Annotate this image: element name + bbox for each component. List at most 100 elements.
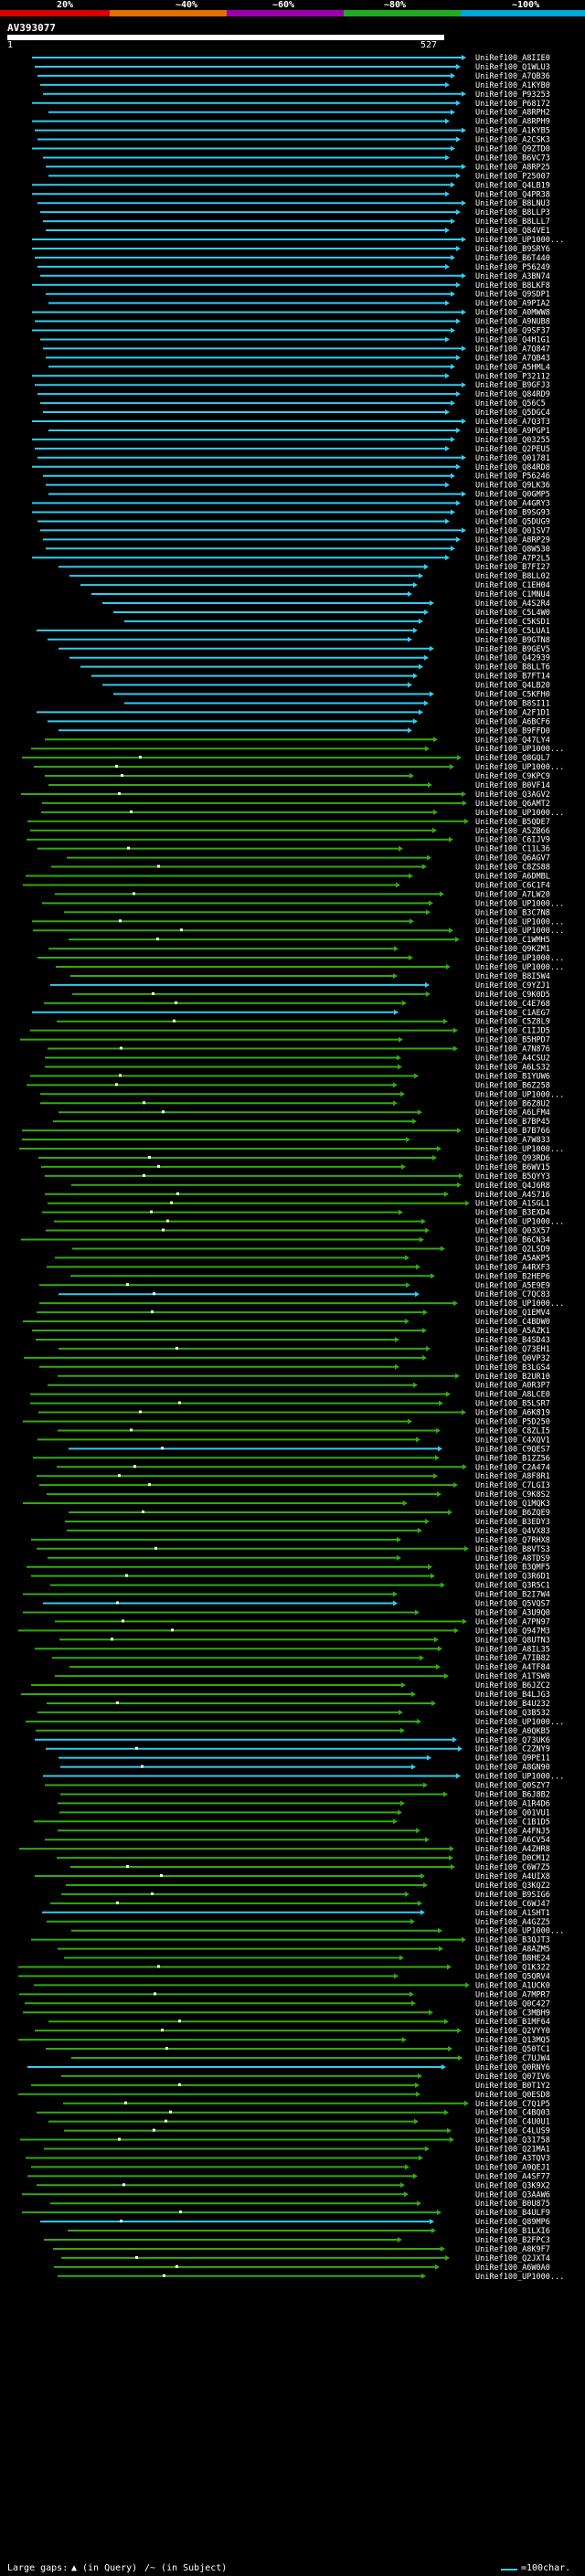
hit-row[interactable]: UniRef100_A9PIA2 xyxy=(48,300,550,309)
hit-row[interactable]: UniRef100_A4UIX8 xyxy=(35,1872,550,1882)
hit-label[interactable]: UniRef100_A1KYB5 xyxy=(475,127,550,136)
hit-row[interactable]: UniRef100_B9GFJ3 xyxy=(35,381,550,390)
hit-label[interactable]: UniRef100_C1WMH5 xyxy=(475,936,550,945)
hit-row[interactable]: UniRef100_Q89MP6 xyxy=(40,2218,550,2227)
hit-row[interactable]: UniRef100_B7FT14 xyxy=(91,673,550,682)
hit-label[interactable]: UniRef100_B5QYY3 xyxy=(475,1172,550,1182)
hit-row[interactable]: UniRef100_Q84RD9 xyxy=(37,390,550,399)
hit-row[interactable]: UniRef100_B8LL02 xyxy=(69,572,550,581)
hit-row[interactable]: UniRef100_B4SD43 xyxy=(36,1336,550,1345)
hit-label[interactable]: UniRef100_B5LSR7 xyxy=(475,1400,550,1409)
hit-row[interactable]: UniRef100_Q84VE1 xyxy=(46,227,550,236)
hit-label[interactable]: UniRef100_A7Q3T3 xyxy=(475,418,550,427)
hit-row[interactable]: UniRef100_B3EDY3 xyxy=(65,1518,550,1527)
hit-label[interactable]: UniRef100_A8RPH9 xyxy=(475,118,550,127)
hit-label[interactable]: UniRef100_A3U9Q0 xyxy=(475,1608,550,1617)
hit-label[interactable]: UniRef100_Q0ESD8 xyxy=(475,2091,550,2100)
hit-label[interactable]: UniRef100_C4U0U1 xyxy=(475,2118,550,2127)
hit-row[interactable]: UniRef100_C5Z8L9 xyxy=(57,1018,550,1027)
hit-row[interactable]: UniRef100_Q3B532 xyxy=(37,1709,550,1718)
hit-label[interactable]: UniRef100_Q5DUG9 xyxy=(475,517,550,526)
hit-label[interactable]: UniRef100_C6C1F4 xyxy=(475,881,550,890)
hit-row[interactable]: UniRef100_Q9LK36 xyxy=(46,482,550,491)
hit-label[interactable]: UniRef100_Q9PE11 xyxy=(475,1754,550,1764)
hit-row[interactable]: UniRef100_A1TSW0 xyxy=(55,1672,550,1681)
hit-label[interactable]: UniRef100_UP1000... xyxy=(475,954,564,963)
hit-label[interactable]: UniRef100_A6LS32 xyxy=(475,1063,550,1072)
hit-label[interactable]: UniRef100_C9K0D5 xyxy=(475,991,550,1000)
hit-label[interactable]: UniRef100_C4E768 xyxy=(475,1000,550,1009)
hit-row[interactable]: UniRef100_C1EH04 xyxy=(80,581,550,590)
hit-row[interactable]: UniRef100_B1YUW6 xyxy=(30,1072,550,1081)
hit-row[interactable]: UniRef100_A1SGL1 xyxy=(48,1200,550,1209)
hit-row[interactable]: UniRef100_B7FI27 xyxy=(58,563,550,572)
hit-row[interactable]: UniRef100_B6Z8U2 xyxy=(40,1099,550,1108)
hit-label[interactable]: UniRef100_Q89MP6 xyxy=(475,2218,550,2227)
hit-label[interactable]: UniRef100_B6Z8U2 xyxy=(475,1099,550,1108)
hit-label[interactable]: UniRef100_Q9ZTD0 xyxy=(475,145,550,154)
hit-label[interactable]: UniRef100_B4LJG3 xyxy=(475,1691,550,1700)
hit-row[interactable]: UniRef100_Q9KZM1 xyxy=(48,945,550,954)
hit-label[interactable]: UniRef100_C1EH04 xyxy=(475,581,550,590)
hit-label[interactable]: UniRef100_Q4LB20 xyxy=(475,682,550,691)
hit-row[interactable]: UniRef100_Q01781 xyxy=(37,454,550,463)
hit-label[interactable]: UniRef100_B6ZQE9 xyxy=(475,1509,550,1518)
hit-label[interactable]: UniRef100_Q3AGV2 xyxy=(475,790,550,800)
hit-row[interactable]: UniRef100_A8RP25 xyxy=(46,163,550,172)
hit-row[interactable]: UniRef100_C1WMH5 xyxy=(69,936,550,945)
hit-label[interactable]: UniRef100_UP1000... xyxy=(475,1927,564,1936)
hit-label[interactable]: UniRef100_B7BP45 xyxy=(475,1118,550,1127)
hit-row[interactable]: UniRef100_A4SF77 xyxy=(27,2172,550,2181)
hit-row[interactable]: UniRef100_C5LUA1 xyxy=(37,627,550,636)
hit-row[interactable]: UniRef100_A1UCK0 xyxy=(34,1981,550,1990)
hit-label[interactable]: UniRef100_C9QES7 xyxy=(475,1445,550,1454)
hit-label[interactable]: UniRef100_C4BDW0 xyxy=(475,1318,550,1327)
hit-label[interactable]: UniRef100_UP1000... xyxy=(475,917,564,927)
hit-label[interactable]: UniRef100_Q1WLU3 xyxy=(475,63,550,72)
hit-label[interactable]: UniRef100_B6WV15 xyxy=(475,1163,550,1172)
hit-label[interactable]: UniRef100_UP1000... xyxy=(475,1218,564,1227)
hit-label[interactable]: UniRef100_Q3AAW6 xyxy=(475,2190,550,2200)
hit-label[interactable]: UniRef100_Q947M3 xyxy=(475,1627,550,1636)
hit-row[interactable]: UniRef100_A7W833 xyxy=(22,1136,550,1145)
hit-row[interactable]: UniRef100_C4U0U1 xyxy=(48,2118,550,2127)
hit-row[interactable]: UniRef100_A4CSU2 xyxy=(45,1055,550,1064)
hit-row[interactable]: UniRef100_A7P2L5 xyxy=(32,554,550,563)
hit-label[interactable]: UniRef100_C9K8S2 xyxy=(475,1490,550,1500)
hit-row[interactable]: UniRef100_B6J8B2 xyxy=(60,1790,550,1799)
hit-row[interactable]: UniRef100_A1R4D6 xyxy=(58,1799,550,1808)
hit-label[interactable]: UniRef100_A4RXF3 xyxy=(475,1263,550,1272)
hit-label[interactable]: UniRef100_B8LL02 xyxy=(475,572,550,581)
hit-label[interactable]: UniRef100_B2I7W4 xyxy=(475,1591,550,1600)
hit-row[interactable]: UniRef100_UP1000... xyxy=(40,1090,564,1099)
hit-label[interactable]: UniRef100_B6CN34 xyxy=(475,1236,550,1246)
hit-row[interactable]: UniRef100_B9SRY6 xyxy=(32,245,550,254)
hit-label[interactable]: UniRef100_Q2VYY0 xyxy=(475,2027,550,2036)
hit-label[interactable]: UniRef100_C7Q1P5 xyxy=(475,2100,550,2109)
hit-label[interactable]: UniRef100_A5AZK1 xyxy=(475,1327,550,1336)
hit-row[interactable]: UniRef100_Q21MA1 xyxy=(44,2146,550,2155)
hit-label[interactable]: UniRef100_B6Z258 xyxy=(475,1081,550,1090)
hit-label[interactable]: UniRef100_Q84VE1 xyxy=(475,227,550,236)
hit-row[interactable]: UniRef100_Q0RNY6 xyxy=(27,2063,550,2072)
hit-label[interactable]: UniRef100_A7QB36 xyxy=(475,72,550,81)
hit-row[interactable]: UniRef100_C4LUS9 xyxy=(64,2127,550,2136)
hit-label[interactable]: UniRef100_C4LUS9 xyxy=(475,2127,550,2136)
hit-label[interactable]: UniRef100_UP1000... xyxy=(475,236,564,245)
hit-label[interactable]: UniRef100_B6JZC2 xyxy=(475,1681,550,1691)
hit-label[interactable]: UniRef100_Q56C5 xyxy=(475,399,546,408)
hit-row[interactable]: UniRef100_C9YZJ1 xyxy=(50,981,550,991)
hit-label[interactable]: UniRef100_B1ZZ56 xyxy=(475,1454,550,1463)
hit-row[interactable]: UniRef100_UP1000... xyxy=(34,763,564,772)
hit-row[interactable]: UniRef100_B5QYY3 xyxy=(45,1172,550,1182)
hit-row[interactable]: UniRef100_C4BDW0 xyxy=(23,1318,550,1327)
hit-label[interactable]: UniRef100_Q0SZY7 xyxy=(475,1782,550,1791)
hit-label[interactable]: UniRef100_Q3R5C1 xyxy=(475,1582,550,1591)
hit-row[interactable]: UniRef100_Q1WLU3 xyxy=(35,63,550,72)
hit-row[interactable]: UniRef100_A4S2R4 xyxy=(102,599,550,609)
hit-label[interactable]: UniRef100_A9QEJ1 xyxy=(475,2163,550,2172)
hit-row[interactable]: UniRef100_A6LS32 xyxy=(45,1063,550,1072)
hit-label[interactable]: UniRef100_A5E9E9 xyxy=(475,1281,550,1290)
hit-row[interactable]: UniRef100_A8K9F7 xyxy=(53,2245,550,2254)
hit-label[interactable]: UniRef100_Q0GMP5 xyxy=(475,491,550,500)
